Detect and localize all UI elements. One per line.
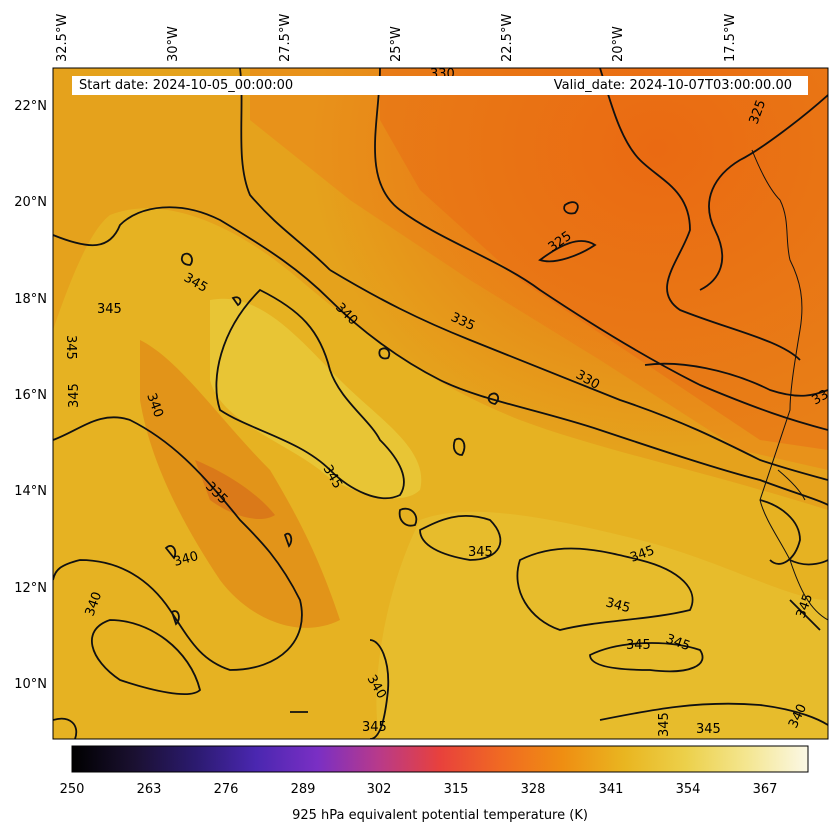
lon-tick-label: 25°W (389, 26, 404, 62)
theta-e-field (53, 68, 828, 739)
longitude-labels: 32.5°W 30°W 27.5°W 25°W 22.5°W 20°W 17.5… (55, 14, 738, 62)
contour-label: 345 (468, 545, 493, 560)
lat-tick-label: 20°N (14, 195, 47, 210)
lat-tick-label: 12°N (14, 581, 47, 596)
lon-tick-label: 20°W (611, 26, 626, 62)
colorbar-tick-label: 289 (291, 782, 316, 797)
contour-lines (53, 68, 828, 739)
colorbar-label: 925 hPa equivalent potential temperature… (292, 808, 588, 823)
colorbar-tick-label: 276 (214, 782, 239, 797)
lat-tick-label: 22°N (14, 99, 47, 114)
contour-label: 340 (172, 549, 200, 570)
contour-label: 345 (604, 595, 632, 616)
lon-tick-label: 17.5°W (723, 14, 738, 62)
colorbar-tick-label: 263 (137, 782, 162, 797)
lon-tick-label: 27.5°W (278, 14, 293, 62)
colorbar-tick-label: 354 (676, 782, 701, 797)
contour-label: 345 (362, 720, 387, 735)
colorbar-tick-label: 250 (60, 782, 85, 797)
colorbar-tick-label: 302 (367, 782, 392, 797)
lat-tick-label: 14°N (14, 484, 47, 499)
contour-label: 345 (97, 302, 122, 317)
lon-tick-label: 32.5°W (55, 14, 70, 62)
colorbar-tick-label: 315 (444, 782, 469, 797)
lat-tick-label: 16°N (14, 388, 47, 403)
colorbar-bar (71, 745, 809, 773)
lat-tick-label: 18°N (14, 292, 47, 307)
contour-label: 33 (810, 387, 832, 408)
contour-label: 345 (696, 722, 721, 737)
latitude-labels: 22°N 20°N 18°N 16°N 14°N 12°N 10°N (14, 99, 47, 692)
lat-tick-label: 10°N (14, 677, 47, 692)
contour-label: 345 (63, 335, 78, 360)
contour-label: 345 (626, 638, 651, 653)
colorbar-tick-label: 341 (599, 782, 624, 797)
contour-label: 345 (657, 712, 672, 737)
colorbar: 250 263 276 289 302 315 328 341 354 367 (60, 745, 809, 797)
colorbar-tick-label: 367 (753, 782, 778, 797)
lon-tick-label: 30°W (166, 26, 181, 62)
colorbar-ticks: 250 263 276 289 302 315 328 341 354 367 (60, 782, 778, 797)
lon-tick-label: 22.5°W (500, 14, 515, 62)
contour-label: 345 (67, 383, 82, 408)
colorbar-tick-label: 328 (521, 782, 546, 797)
valid-date-label: Valid_date: 2024-10-07T03:00:00.00 (553, 76, 800, 95)
map-frame (52, 67, 829, 740)
